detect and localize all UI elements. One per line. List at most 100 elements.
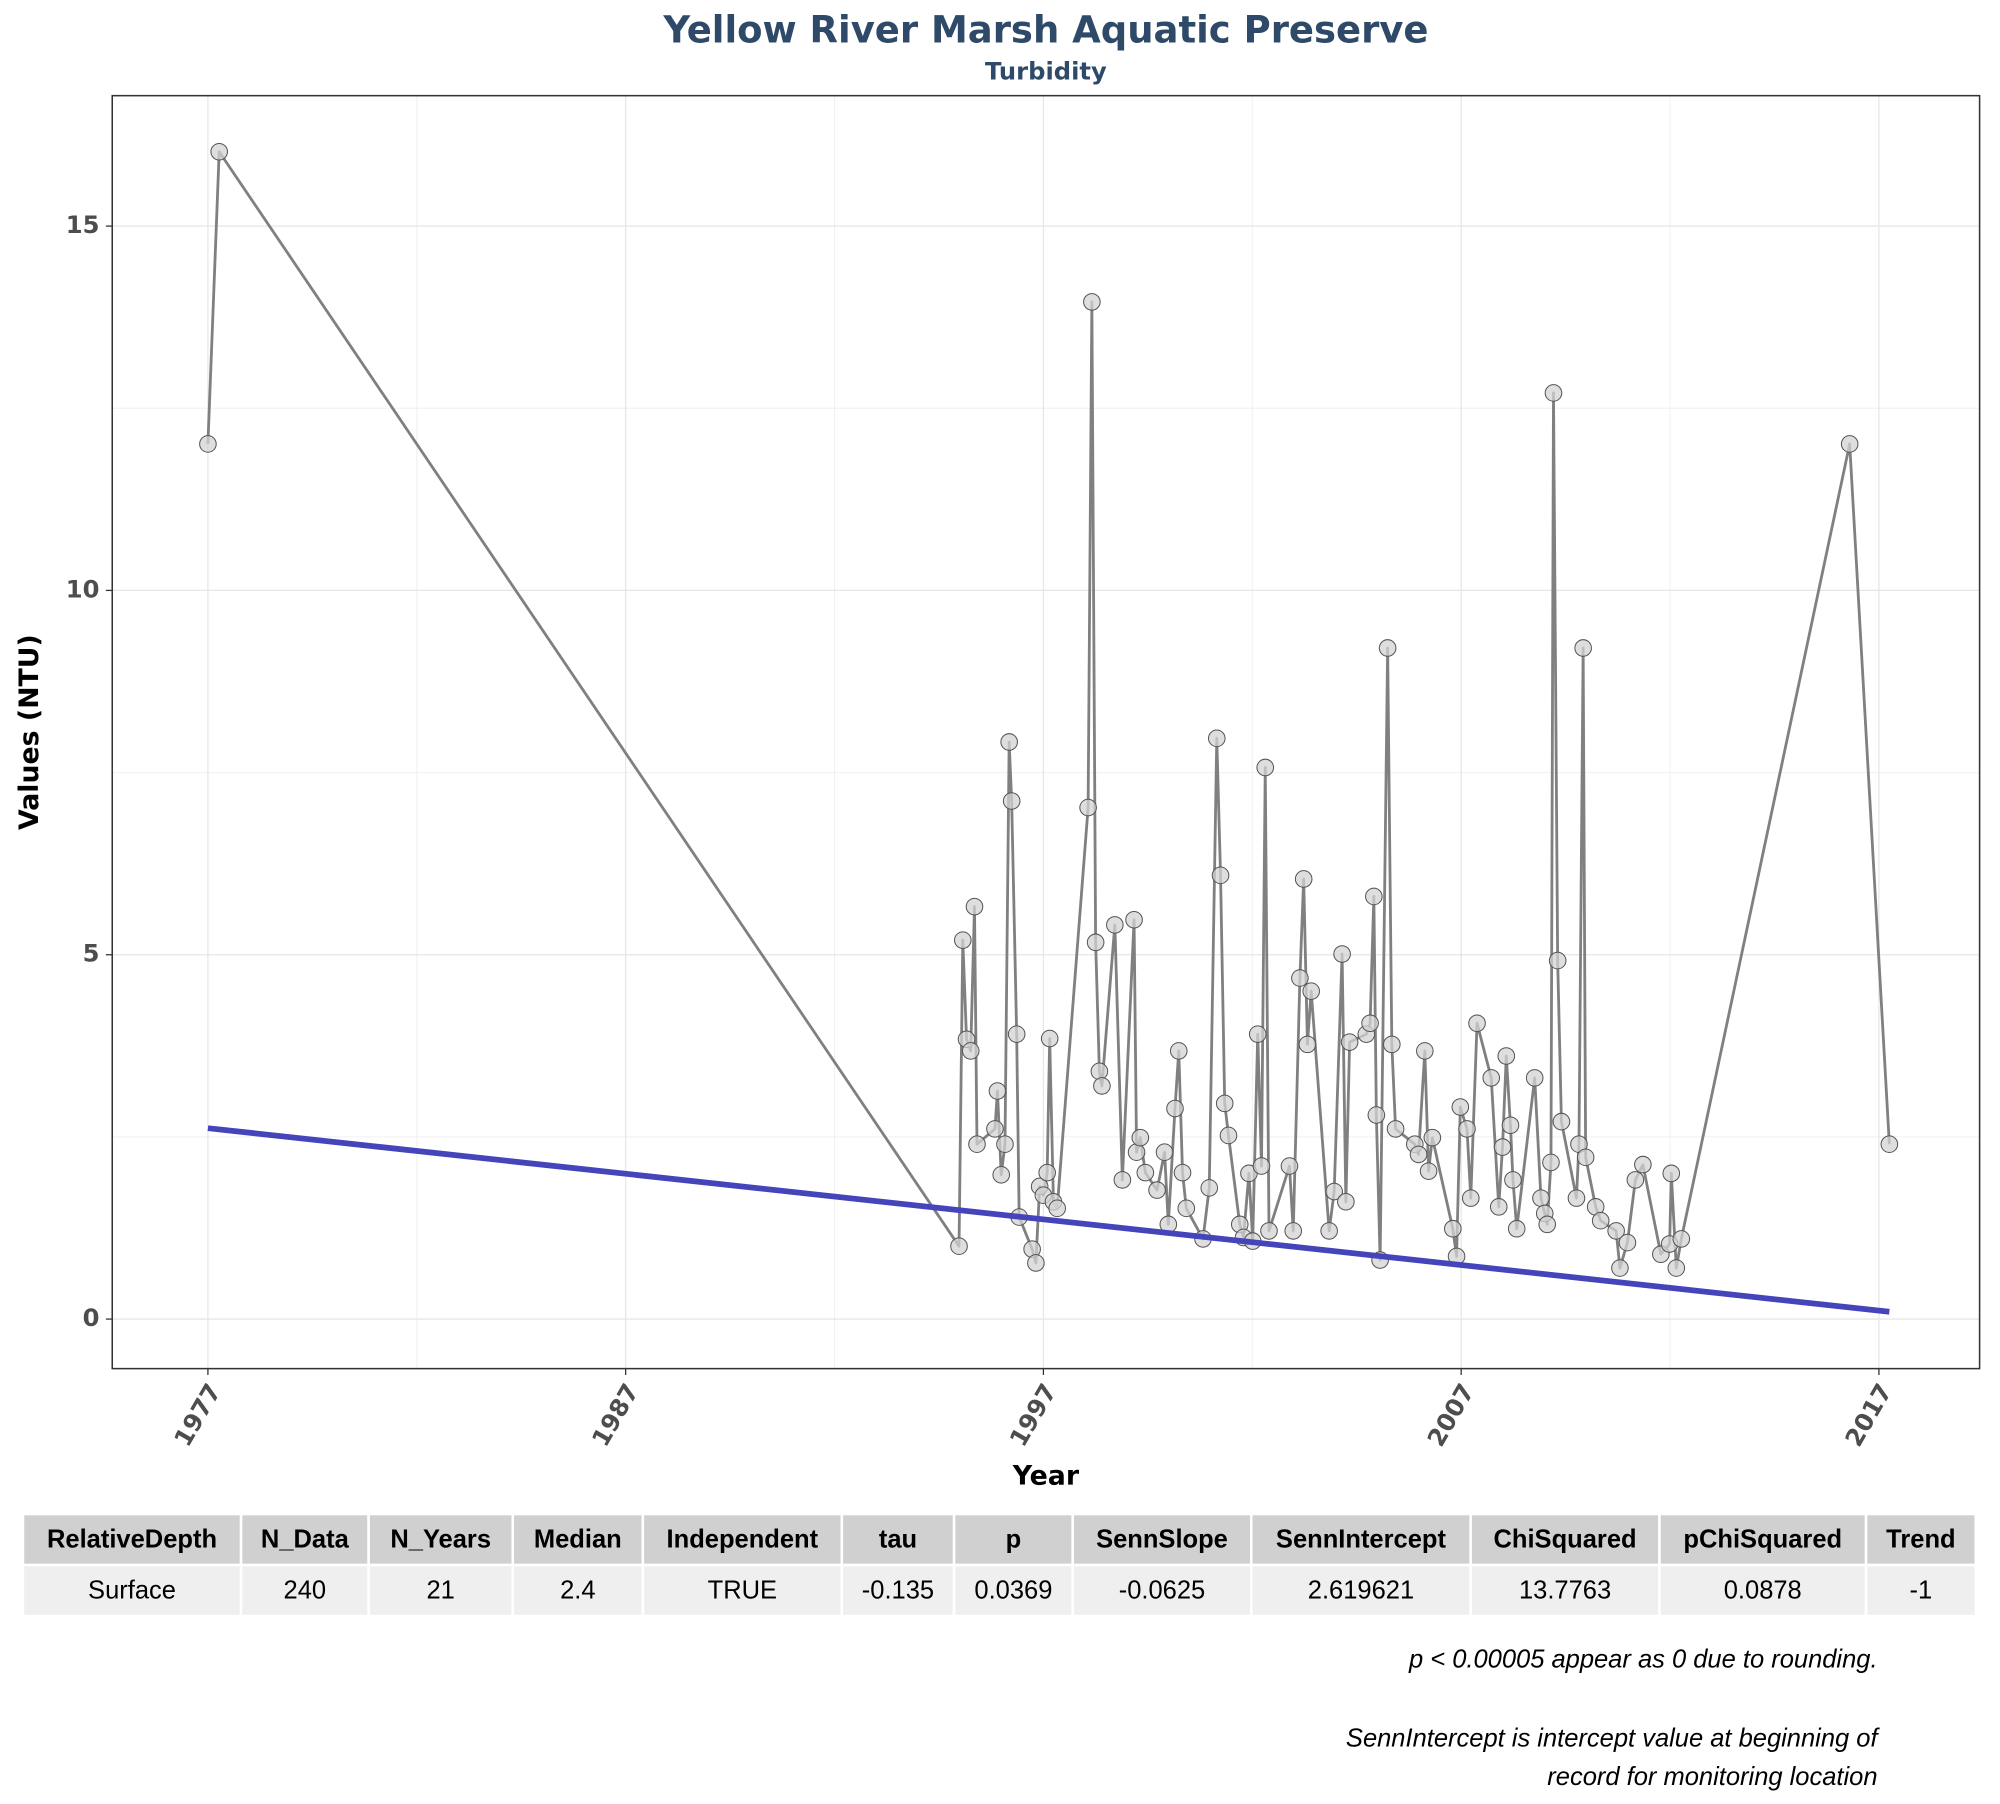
data-point (1468, 1014, 1486, 1033)
data-point (1215, 1094, 1234, 1113)
data-point (1294, 870, 1313, 888)
table-header: Independent (667, 1526, 819, 1554)
table-header-cell (952, 1512, 1074, 1567)
data-point (1177, 1199, 1196, 1218)
data-point (1256, 758, 1275, 777)
table-cell: 0.0369 (974, 1577, 1052, 1605)
data-point (1672, 1230, 1691, 1248)
table-header-cell (1071, 1512, 1253, 1567)
footnote: p < 0.00005 appear as 0 due to rounding. (1408, 1645, 1878, 1673)
data-point (1298, 1035, 1317, 1054)
plot-background (112, 95, 1980, 1369)
data-point (1880, 1135, 1899, 1153)
data-point (1113, 1171, 1132, 1189)
y-tick-label: 0 (83, 1304, 100, 1332)
data-point (1200, 1179, 1219, 1197)
data-point (1252, 1157, 1271, 1175)
data-point (1000, 733, 1018, 751)
table-cell: -0.0625 (1119, 1577, 1205, 1605)
data-point (968, 1135, 986, 1153)
data-point (1576, 1148, 1595, 1167)
data-point (1127, 1143, 1146, 1162)
table-cell-bg (21, 1563, 243, 1618)
data-point (1083, 293, 1101, 311)
table-header: Median (534, 1526, 622, 1554)
data-point (1207, 729, 1226, 748)
data-point (1166, 1099, 1184, 1118)
data-point (1093, 1077, 1111, 1095)
data-point (1340, 1033, 1359, 1051)
data-point (1493, 1138, 1512, 1156)
table-cell: 240 (284, 1577, 327, 1605)
data-point (1219, 1126, 1238, 1145)
table-cell-bg (1469, 1563, 1661, 1618)
table-header: RelativeDepth (47, 1526, 217, 1554)
table-header-cell (1864, 1512, 1978, 1567)
data-point (1501, 1116, 1520, 1135)
data-point (1461, 1189, 1480, 1207)
data-point (1320, 1222, 1338, 1240)
data-point (1507, 1219, 1526, 1238)
data-point (1365, 887, 1383, 906)
data-point (1007, 1025, 1026, 1043)
data-point (1504, 1171, 1522, 1189)
data-point (1337, 1192, 1355, 1211)
plot-border (111, 94, 1981, 1370)
data-point (1136, 1163, 1155, 1182)
data-point (1148, 1181, 1166, 1199)
table-cell-bg (239, 1563, 370, 1618)
table-cell: 21 (427, 1577, 455, 1605)
data-point (1302, 982, 1320, 1000)
data-point (210, 142, 228, 161)
table-header-cell (367, 1512, 515, 1567)
table-cell-bg (511, 1563, 645, 1618)
data-point (1489, 1198, 1508, 1216)
data-point (1626, 1171, 1645, 1189)
table-cell-bg (1864, 1563, 1978, 1618)
data-point (1333, 945, 1351, 963)
data-point (1284, 1222, 1303, 1240)
y-tick-label: 15 (66, 211, 100, 239)
data-point (1552, 1112, 1571, 1131)
data-point (1618, 1233, 1637, 1252)
data-point (1451, 1098, 1470, 1116)
data-point (1634, 1155, 1652, 1174)
data-point (950, 1237, 968, 1256)
data-point (953, 931, 972, 949)
table-header: ChiSquared (1493, 1526, 1636, 1554)
y-axis-title: Values (NTU) (14, 634, 45, 830)
x-tick-label: 1987 (587, 1379, 645, 1451)
data-point (1386, 1120, 1405, 1138)
data-point (1667, 1259, 1686, 1277)
x-tick-label: 1977 (169, 1379, 227, 1451)
data-point (1409, 1145, 1428, 1164)
data-point (1038, 1163, 1056, 1182)
data-point (1367, 1106, 1386, 1124)
data-point (986, 1120, 1004, 1138)
data-point (1169, 1042, 1188, 1060)
table-cell: 13.7763 (1519, 1577, 1611, 1605)
table-cell: TRUE (708, 1577, 777, 1605)
data-point (1361, 1014, 1379, 1033)
data-point (1291, 969, 1309, 987)
table-header: tau (879, 1526, 917, 1554)
data-point (1173, 1163, 1192, 1182)
data-point (1155, 1143, 1174, 1162)
table-header: N_Data (261, 1526, 350, 1554)
data-point (1131, 1128, 1150, 1147)
data-point (1538, 1215, 1557, 1234)
table-cell: 2.4 (560, 1577, 595, 1605)
table-header: Trend (1886, 1526, 1955, 1554)
data-point (1662, 1164, 1681, 1183)
x-axis-title: Year (1012, 1461, 1080, 1492)
table-header: SennSlope (1096, 1526, 1228, 1554)
data-point (1423, 1128, 1442, 1147)
data-point (1079, 798, 1097, 817)
table-cell: -1 (1910, 1577, 1933, 1605)
data-point (1027, 1254, 1045, 1272)
data-point (988, 1082, 1007, 1100)
data-point (1325, 1182, 1343, 1201)
data-point (1497, 1047, 1516, 1065)
chart-title: Yellow River Marsh Aquatic Preserve (662, 8, 1428, 51)
